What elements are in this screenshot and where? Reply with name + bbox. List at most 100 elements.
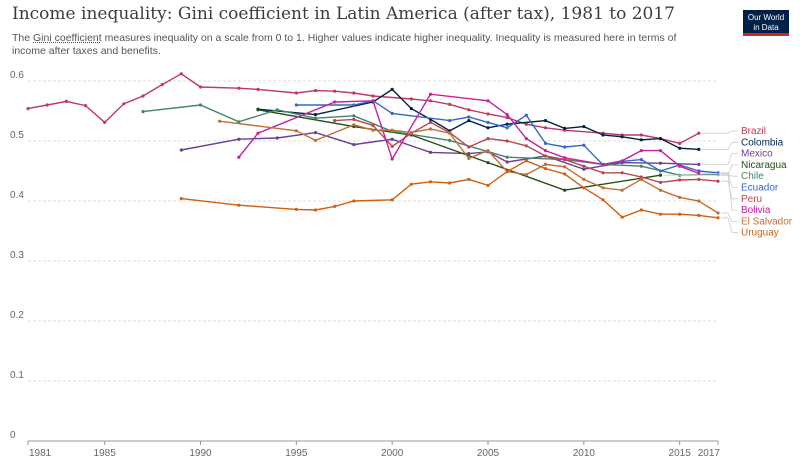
data-point[interactable] [352, 91, 356, 95]
data-point[interactable] [505, 170, 509, 174]
data-point[interactable] [390, 137, 394, 141]
data-point[interactable] [486, 126, 490, 130]
data-point[interactable] [467, 145, 471, 149]
data-point[interactable] [601, 198, 605, 202]
data-point[interactable] [83, 104, 88, 108]
data-point[interactable] [390, 128, 394, 132]
data-point[interactable] [658, 212, 663, 216]
data-point[interactable] [198, 103, 203, 107]
data-point[interactable] [563, 126, 567, 130]
data-point[interactable] [678, 212, 682, 216]
data-point[interactable] [582, 125, 586, 129]
data-point[interactable] [371, 94, 375, 98]
legend-label-mexico[interactable]: Mexico [741, 149, 773, 160]
gini-coefficient-link[interactable]: Gini coefficient [33, 32, 102, 44]
data-point[interactable] [543, 154, 548, 158]
data-point[interactable] [582, 186, 586, 190]
data-point[interactable] [543, 126, 548, 130]
data-point[interactable] [237, 120, 241, 124]
legend-label-el-salvador[interactable]: El Salvador [741, 216, 793, 227]
data-point[interactable] [678, 141, 682, 145]
series-peru[interactable] [333, 117, 720, 184]
data-point[interactable] [352, 143, 356, 147]
data-point[interactable] [218, 119, 222, 123]
data-point[interactable] [697, 199, 701, 203]
data-point[interactable] [639, 175, 643, 179]
data-point[interactable] [294, 207, 298, 211]
data-point[interactable] [179, 197, 183, 201]
legend-label-peru[interactable]: Peru [741, 194, 762, 205]
data-point[interactable] [505, 116, 509, 120]
data-point[interactable] [639, 177, 643, 181]
data-point[interactable] [543, 119, 548, 123]
data-point[interactable] [582, 167, 586, 171]
data-point[interactable] [294, 129, 298, 133]
data-point[interactable] [448, 119, 452, 123]
data-point[interactable] [486, 137, 490, 141]
series-uruguay[interactable] [179, 159, 720, 220]
data-point[interactable] [237, 155, 241, 159]
data-point[interactable] [601, 186, 605, 190]
data-point[interactable] [505, 155, 509, 159]
data-point[interactable] [256, 87, 260, 91]
data-point[interactable] [409, 97, 413, 101]
data-point[interactable] [505, 122, 509, 126]
data-point[interactable] [256, 108, 260, 112]
data-point[interactable] [563, 165, 567, 169]
data-point[interactable] [428, 99, 433, 103]
data-point[interactable] [582, 143, 586, 147]
legend-label-brazil[interactable]: Brazil [741, 126, 766, 137]
data-point[interactable] [467, 156, 471, 160]
data-point[interactable] [45, 103, 49, 107]
data-point[interactable] [352, 114, 356, 118]
data-point[interactable] [582, 177, 586, 181]
data-point[interactable] [563, 156, 567, 160]
data-point[interactable] [716, 171, 720, 175]
data-point[interactable] [601, 133, 605, 137]
data-point[interactable] [275, 136, 279, 140]
data-point[interactable] [563, 145, 567, 149]
data-point[interactable] [543, 149, 548, 153]
data-point[interactable] [160, 83, 164, 87]
data-point[interactable] [179, 148, 183, 152]
data-point[interactable] [620, 171, 624, 175]
data-point[interactable] [678, 195, 682, 199]
data-point[interactable] [658, 169, 663, 173]
data-point[interactable] [313, 116, 318, 120]
legend-label-nicaragua[interactable]: Nicaragua [741, 160, 787, 171]
data-point[interactable] [658, 161, 663, 165]
data-point[interactable] [428, 150, 433, 154]
data-point[interactable] [352, 123, 356, 127]
data-point[interactable] [371, 128, 375, 132]
data-point[interactable] [313, 208, 318, 212]
data-point[interactable] [294, 91, 298, 95]
data-point[interactable] [524, 113, 528, 117]
data-point[interactable] [122, 102, 126, 106]
data-point[interactable] [390, 157, 394, 161]
data-point[interactable] [237, 203, 241, 207]
data-point[interactable] [409, 131, 413, 135]
data-point[interactable] [639, 158, 643, 162]
data-point[interactable] [237, 137, 241, 141]
data-point[interactable] [697, 177, 701, 181]
data-point[interactable] [428, 120, 433, 124]
data-point[interactable] [716, 211, 720, 215]
data-point[interactable] [390, 198, 394, 202]
data-point[interactable] [467, 152, 471, 156]
data-point[interactable] [658, 173, 663, 177]
data-point[interactable] [639, 133, 643, 137]
data-point[interactable] [678, 164, 682, 168]
data-point[interactable] [658, 149, 663, 153]
data-point[interactable] [543, 167, 548, 171]
data-point[interactable] [467, 115, 471, 119]
series-bolivia[interactable] [237, 92, 701, 175]
data-point[interactable] [26, 107, 30, 111]
data-point[interactable] [639, 149, 643, 153]
data-point[interactable] [428, 180, 433, 184]
data-point[interactable] [620, 215, 624, 219]
series-chile[interactable] [141, 103, 720, 177]
data-point[interactable] [678, 178, 682, 182]
data-point[interactable] [428, 92, 433, 96]
data-point[interactable] [658, 137, 663, 141]
data-point[interactable] [448, 181, 452, 185]
